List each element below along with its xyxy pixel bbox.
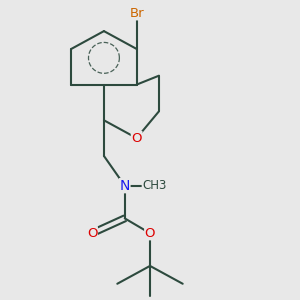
Text: O: O — [145, 227, 155, 240]
Text: O: O — [131, 132, 142, 145]
Text: CH3: CH3 — [142, 179, 166, 192]
Text: N: N — [119, 179, 130, 193]
Text: O: O — [87, 227, 97, 240]
Text: Br: Br — [129, 7, 144, 20]
